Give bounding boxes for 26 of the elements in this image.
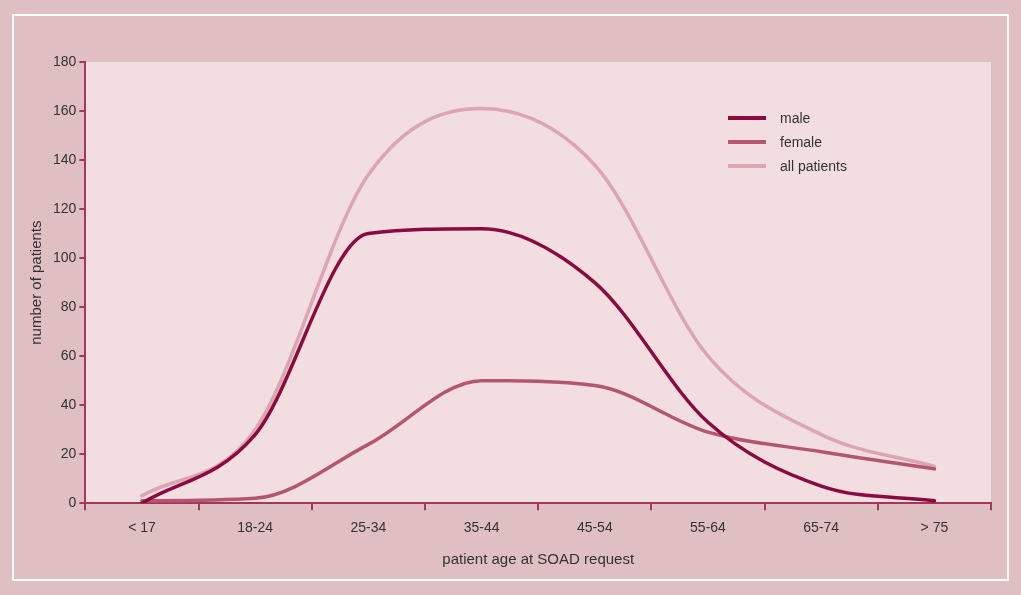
y-tick-label: 20 [60,445,77,462]
x-tick-label: 35-44 [463,519,500,536]
x-tick-label: 55-64 [690,519,727,536]
line-series [140,378,937,503]
y-tick-label: 60 [60,346,77,363]
legend-label: male [780,110,811,126]
line-series [140,106,937,498]
y-tick-label: 160 [53,101,77,118]
y-tick-label: 180 [53,52,77,69]
y-tick-label: 140 [53,150,77,167]
legend-label: female [780,134,823,150]
y-tick-label: 40 [60,396,77,413]
y-tick-label: 0 [68,494,77,511]
x-tick-label: 45-54 [576,519,613,536]
x-tick-label: 18-24 [237,519,274,536]
y-tick-label: 80 [60,297,77,314]
legend-label: all patients [780,158,847,174]
x-tick-label: > 75 [920,519,949,536]
x-tick-label: 65-74 [803,519,840,536]
x-tick-label: 25-34 [350,519,387,536]
line-series [140,226,937,504]
x-tick-label: < 17 [128,519,156,536]
x-axis-title: patient age at SOAD request [442,550,635,568]
y-tick-label: 100 [53,248,77,265]
y-axis-title: number of patients [27,220,45,345]
y-tick-label: 120 [53,199,77,216]
